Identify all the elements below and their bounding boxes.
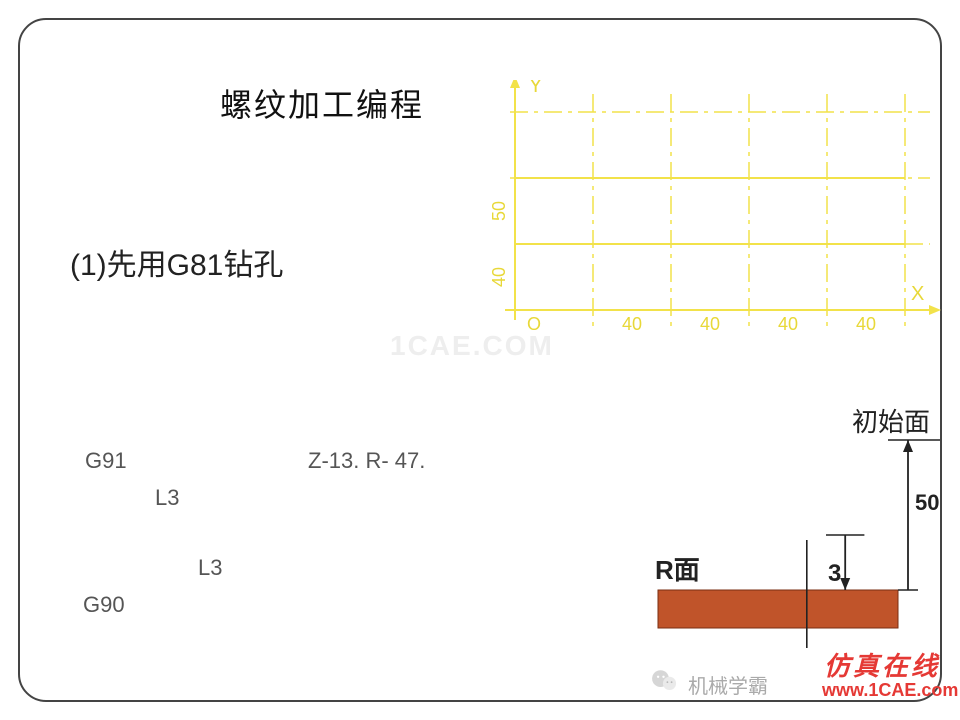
wechat-icon — [650, 666, 680, 696]
page-title: 螺纹加工编程 — [220, 80, 424, 126]
grid-diagram: Y X O 50 40 40 40 40 40 — [485, 80, 945, 350]
svg-text:X: X — [911, 283, 924, 305]
wechat-name: 机械学霸 — [688, 670, 768, 699]
svg-text:50: 50 — [489, 201, 509, 221]
code-g91: G91 — [85, 448, 127, 474]
svg-text:Y: Y — [529, 80, 542, 97]
label-initial-plane: 初始面 — [852, 402, 930, 439]
slide-frame: 螺纹加工编程 (1)先用G81钻孔 G91 Z-13. R- 47. L3 L3… — [18, 18, 942, 702]
svg-text:40: 40 — [856, 314, 876, 334]
svg-text:40: 40 — [622, 314, 642, 334]
code-z: Z-13. R- 47. — [308, 448, 425, 474]
label-r-plane: R面 — [655, 550, 700, 587]
svg-text:40: 40 — [489, 267, 509, 287]
code-g90: G90 — [83, 592, 125, 618]
watermark-sim-cn: 仿真在线 — [824, 646, 940, 683]
code-l3-2: L3 — [198, 555, 222, 581]
step-1-text: (1)先用G81钻孔 — [70, 240, 283, 284]
watermark-sim-url: www.1CAE.com — [822, 680, 958, 701]
svg-text:40: 40 — [778, 314, 798, 334]
label-dim-50: 50 — [915, 490, 939, 516]
svg-text:O: O — [527, 314, 541, 334]
code-l3-1: L3 — [155, 485, 179, 511]
svg-text:40: 40 — [700, 314, 720, 334]
label-dim-3: 3 — [828, 560, 841, 588]
